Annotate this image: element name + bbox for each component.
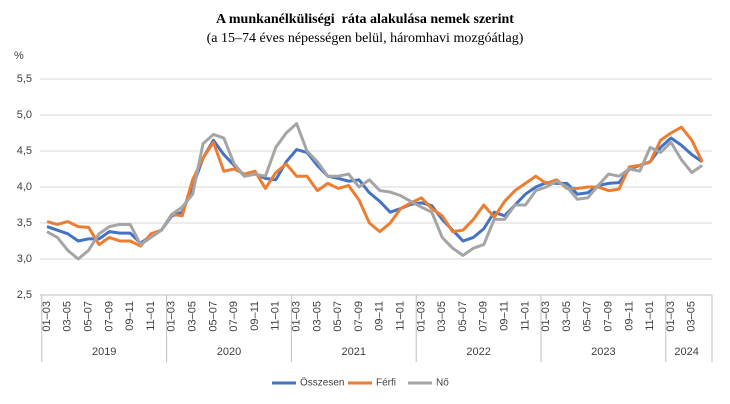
x-tick-label: 03–05 <box>311 301 323 332</box>
y-axis-label: % <box>14 50 24 62</box>
year-label: 2023 <box>591 346 615 358</box>
x-tick-label: 01–03 <box>166 301 178 332</box>
y-tick-label: 3,5 <box>17 217 32 229</box>
x-tick-label: 05–07 <box>457 301 469 332</box>
x-tick-label: 11–01 <box>644 301 656 331</box>
chart-subtitle: (a 15–74 éves népességen belül, háromhav… <box>207 31 524 46</box>
x-tick-label: 05–07 <box>207 301 219 332</box>
y-tick-label: 5,0 <box>17 109 32 121</box>
y-tick-label: 4,5 <box>17 145 32 157</box>
legend-label: Nő <box>436 378 449 389</box>
x-tick-label: 07–09 <box>228 301 240 332</box>
x-tick-label: 03–05 <box>187 301 199 332</box>
x-tick-label: 03–05 <box>686 301 698 332</box>
x-tick-label: 09–11 <box>124 301 136 331</box>
x-tick-label: 01–03 <box>665 301 677 332</box>
x-tick-label: 11–01 <box>270 301 282 331</box>
year-label: 2024 <box>674 346 698 358</box>
y-tick-label: 4,0 <box>17 181 32 193</box>
x-tick-label: 03–05 <box>62 301 74 332</box>
x-tick-label: 09–11 <box>623 301 635 331</box>
x-tick-label: 01–03 <box>540 301 552 332</box>
x-tick-label: 11–01 <box>519 301 531 331</box>
y-tick-label: 3,0 <box>17 253 32 265</box>
x-tick-label: 11–01 <box>395 301 407 331</box>
x-tick-label: 09–11 <box>374 301 386 331</box>
x-tick-label: 07–09 <box>478 301 490 332</box>
x-tick-label: 07–09 <box>353 301 365 332</box>
x-tick-label: 09–11 <box>249 301 261 331</box>
x-tick-label: 05–07 <box>582 301 594 332</box>
x-tick-label: 07–09 <box>103 301 115 332</box>
x-tick-label: 07–09 <box>603 301 615 332</box>
year-label: 2022 <box>466 346 490 358</box>
series-line <box>46 122 704 261</box>
year-label: 2021 <box>342 346 366 358</box>
chart-title: A munkanélküliségi ráta alakulása nemek … <box>216 12 514 27</box>
year-label: 2020 <box>217 346 241 358</box>
x-tick-label: 05–07 <box>83 301 95 332</box>
legend-label: Összesen <box>300 377 344 389</box>
y-tick-label: 5,5 <box>17 73 32 85</box>
x-tick-label: 01–03 <box>415 301 427 332</box>
x-tick-label: 01–03 <box>41 301 53 332</box>
x-tick-label: 11–01 <box>145 301 157 331</box>
x-tick-label: 09–11 <box>499 301 511 331</box>
x-tick-label: 05–07 <box>332 301 344 332</box>
x-tick-label: 03–05 <box>561 301 573 332</box>
x-tick-label: 03–05 <box>436 301 448 332</box>
y-tick-label: 2,5 <box>17 289 32 301</box>
year-label: 2019 <box>92 346 116 358</box>
x-tick-label: 01–03 <box>291 301 303 332</box>
legend-label: Férfi <box>376 378 396 389</box>
